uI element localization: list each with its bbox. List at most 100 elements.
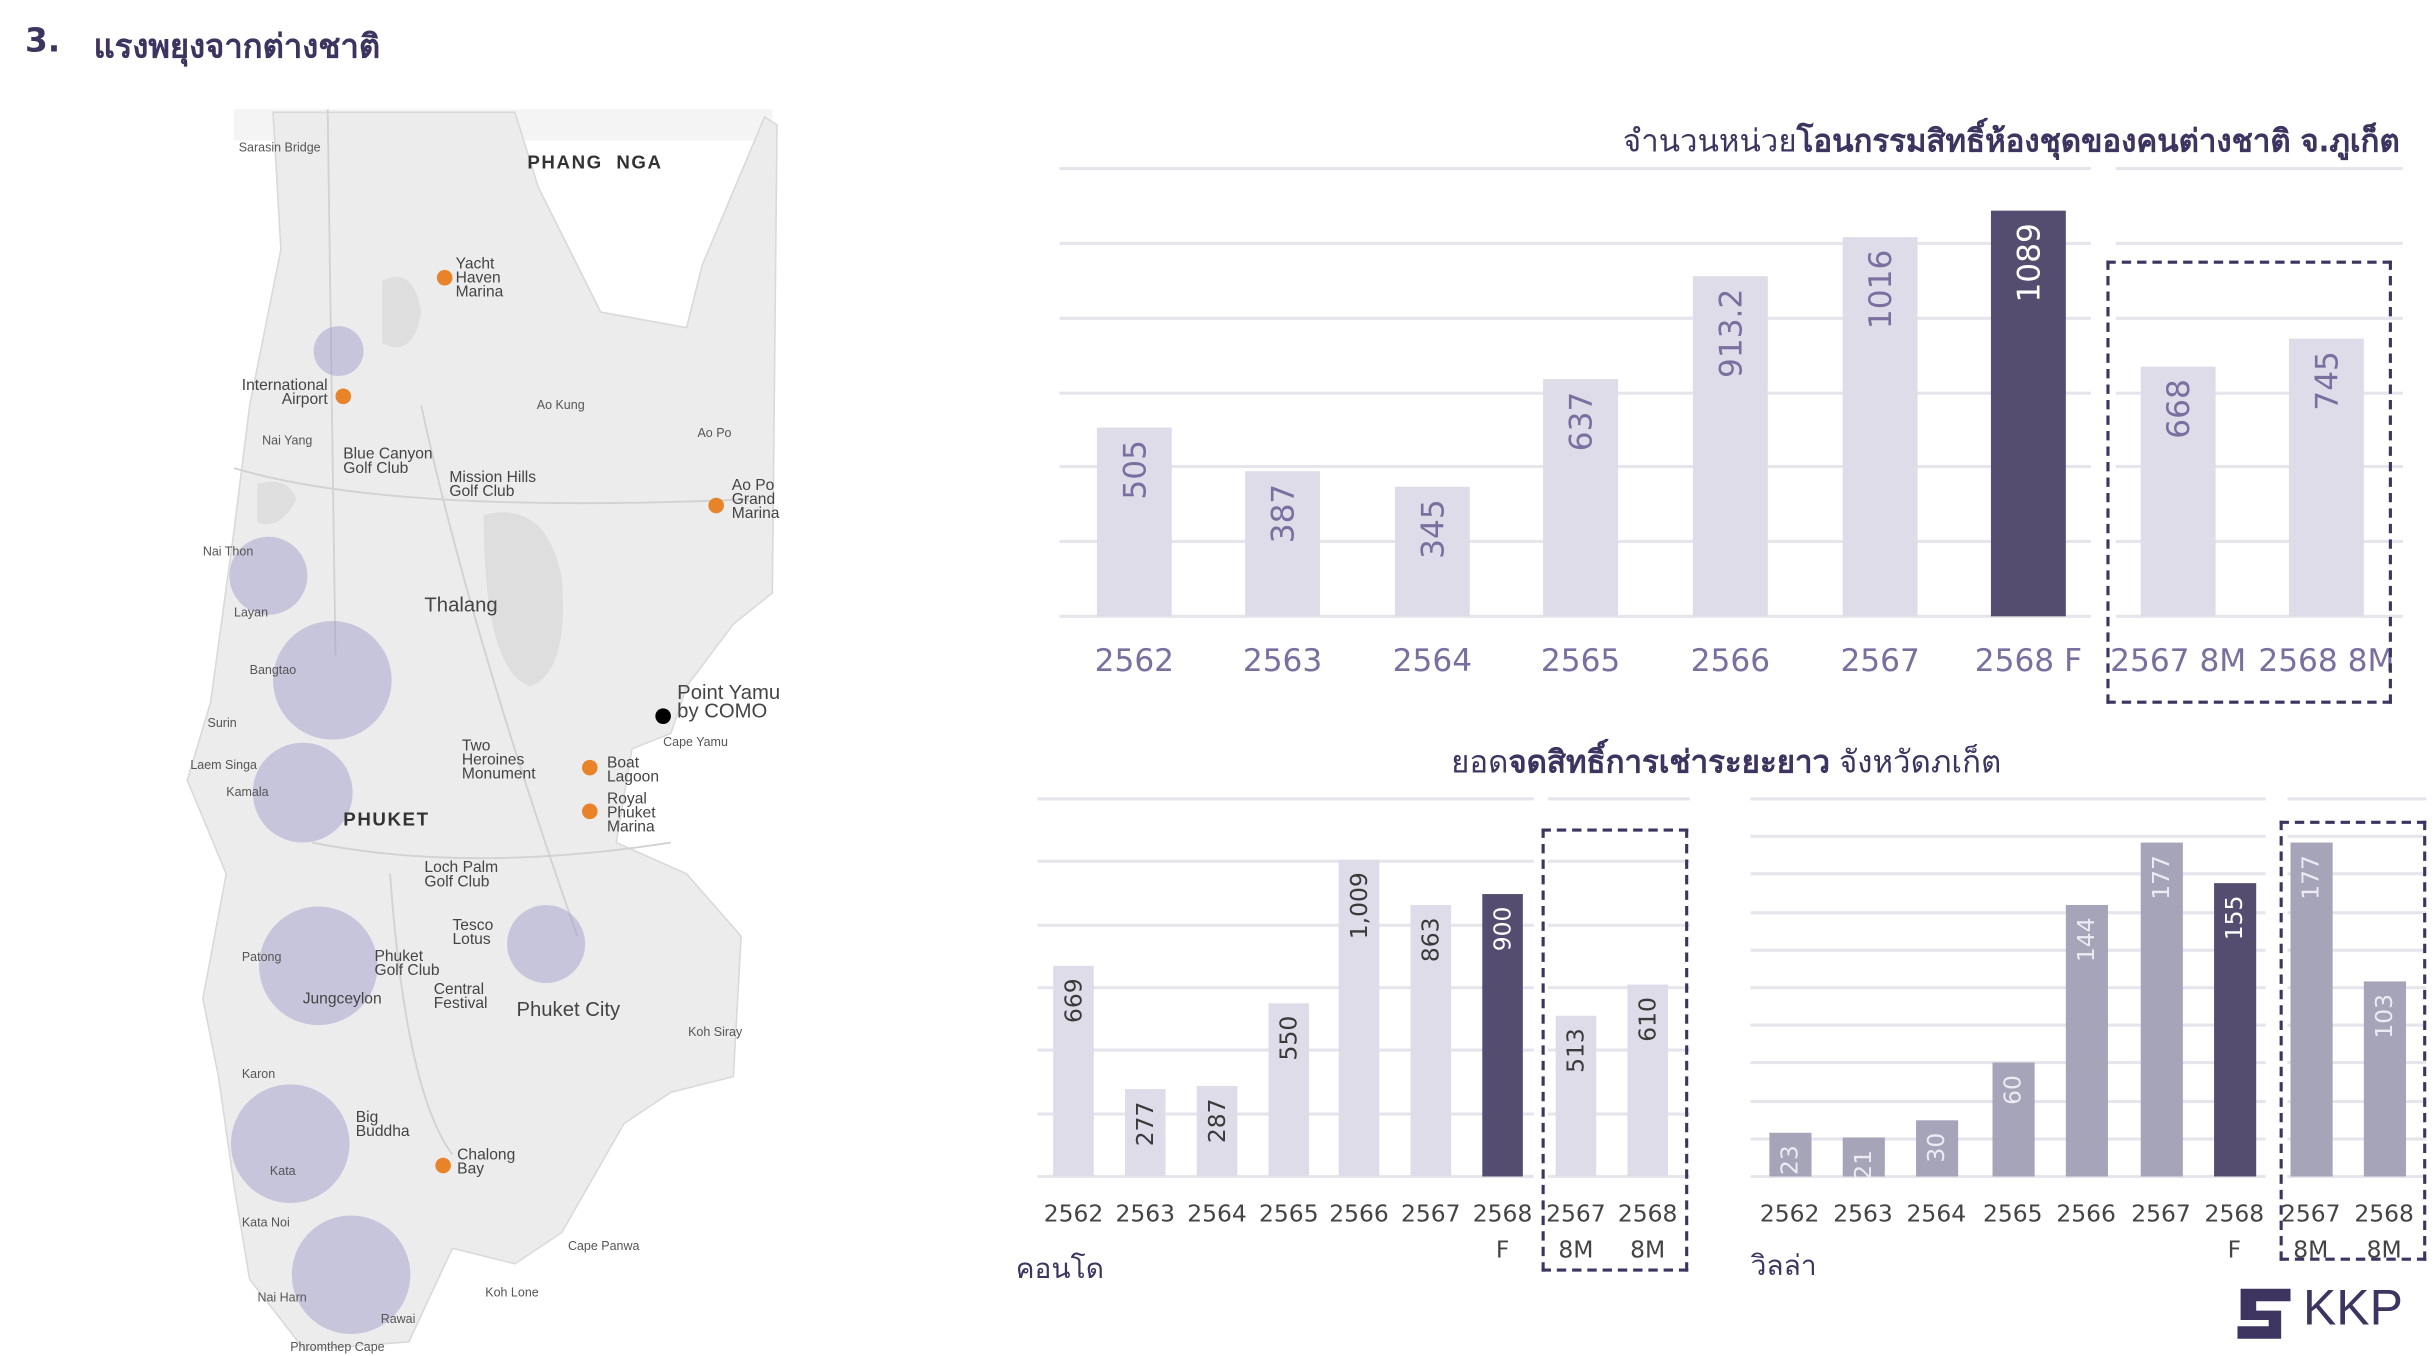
- marina-marker-icon: [436, 269, 453, 286]
- villa-subtitle: วิลล่า: [1750, 1249, 1817, 1283]
- gridline: [1059, 614, 2091, 618]
- gridline: [2115, 390, 2403, 394]
- map-label: Big Buddha: [355, 1109, 410, 1141]
- bar-2562: [1053, 965, 1094, 1177]
- bar-2565: [1268, 1003, 1310, 1177]
- bar-2564: [1915, 1119, 1958, 1177]
- bar-2564: [1394, 487, 1470, 617]
- x-tick-label: 2567 8M: [2281, 1199, 2341, 1264]
- map-label: Loch Palm Golf Club: [424, 859, 499, 891]
- bar-2565: [1991, 1063, 2034, 1177]
- chart1-title-normal: จำนวนหน่วย: [1622, 121, 1797, 160]
- map-label: PHUKET: [343, 808, 430, 831]
- gridline: [2115, 465, 2403, 469]
- map-label: Chalong Bay: [457, 1146, 516, 1179]
- gridline: [1750, 986, 2266, 990]
- data-label: 177: [2146, 854, 2176, 900]
- x-tick-label: 2565: [1982, 1199, 2043, 1228]
- kkp-logo-text: KKP: [2303, 1279, 2403, 1336]
- kkp-logo-mark-icon: [2237, 1288, 2291, 1339]
- bar-2564: [1196, 1086, 1238, 1177]
- bar-2565: [1543, 378, 1619, 617]
- gridline: [2115, 614, 2403, 618]
- data-label: 1016: [1861, 249, 1899, 330]
- map-label: Koh Siray: [688, 1025, 743, 1040]
- data-label: 913.2: [1711, 287, 1750, 378]
- bar-2568-F: [2213, 883, 2256, 1177]
- data-label: 900: [1488, 905, 1517, 951]
- data-label: 60: [1998, 1075, 2027, 1106]
- map-label: Laem Singa: [190, 758, 257, 773]
- bar-2563: [1841, 1136, 1885, 1177]
- bar-2566: [2065, 904, 2108, 1177]
- x-tick-label: 2565: [1540, 641, 1621, 679]
- hotel-marker-icon: [655, 708, 671, 724]
- bar-2567: [1410, 904, 1452, 1177]
- x-tick-label: 2567: [2131, 1199, 2191, 1228]
- map-label: International Airport: [241, 377, 328, 409]
- gridline: [2287, 1023, 2427, 1027]
- x-tick-label: 2564: [1187, 1199, 1247, 1228]
- gridline: [2115, 166, 2403, 171]
- gridline: [1037, 986, 1534, 990]
- x-tick-label: 2566: [1329, 1199, 1389, 1228]
- gridline: [2287, 948, 2427, 952]
- map-label: Rawai: [380, 1312, 416, 1327]
- section-title: แรงพยุงจากต่างชาติ: [93, 28, 381, 66]
- map-label: Patong: [241, 950, 282, 965]
- x-tick-label: 2564: [1906, 1199, 1967, 1228]
- gridline: [2287, 910, 2427, 914]
- highlight-area-circle: [273, 620, 392, 740]
- map-label: Layan: [234, 605, 269, 620]
- data-label: 155: [2220, 896, 2249, 941]
- gridline: [1750, 910, 2266, 914]
- data-label: 345: [1413, 500, 1452, 560]
- x-tick-label: 2567: [1840, 641, 1920, 679]
- gridline: [2115, 316, 2403, 320]
- bar-2567-8M: [1555, 1015, 1597, 1177]
- gridline: [2287, 1099, 2427, 1103]
- chart1-title: จำนวนหน่วยโอนกรรมสิทธิ์ห้องชุดของคนต่างช…: [1623, 115, 2400, 165]
- period-highlight-box: [2279, 820, 2427, 1261]
- map-label: Bangtao: [249, 663, 297, 678]
- gridline: [2287, 986, 2427, 990]
- gridline: [1059, 316, 2091, 320]
- bar-2563: [1124, 1089, 1166, 1177]
- gridline: [1547, 1111, 1690, 1116]
- map-label: Yacht Haven Marina: [455, 255, 504, 302]
- period-highlight-box: [1541, 828, 1689, 1272]
- x-tick-label: 2563: [1242, 641, 1323, 679]
- gridline: [2287, 797, 2427, 801]
- map-label: Cape Panwa: [567, 1238, 640, 1253]
- marina-marker-icon: [708, 497, 724, 514]
- map-label: Thalang: [424, 592, 498, 617]
- map-label: Central Festival: [433, 981, 488, 1013]
- highlight-area-circle: [229, 536, 308, 615]
- gridline: [1750, 1174, 2266, 1179]
- map-label: Cape Yamu: [663, 734, 728, 749]
- map-label: Surin: [207, 716, 237, 731]
- gridline: [2287, 1174, 2427, 1179]
- marina-marker-icon: [335, 388, 352, 405]
- x-tick-label: 2562: [1094, 641, 1175, 679]
- highlight-area-circle: [252, 742, 353, 843]
- x-tick-label: 2568 8M: [1617, 1199, 1678, 1264]
- data-label: 505: [1115, 440, 1154, 500]
- x-tick-label: 2567: [1401, 1199, 1461, 1228]
- gridline: [1059, 241, 2091, 245]
- gridline: [2115, 241, 2403, 245]
- x-tick-label: 2568 F: [1472, 1199, 1533, 1264]
- map-label: Kata: [269, 1163, 296, 1179]
- x-tick-label: 2567 8M: [1546, 1199, 1606, 1264]
- data-label: 863: [1416, 917, 1445, 963]
- data-label: 550: [1274, 1015, 1303, 1061]
- lease-title: ยอดจดสิทธิ์การเช่าระยะยาว จังหวัดภเก็ต: [1451, 736, 2001, 786]
- gridline: [2287, 835, 2427, 839]
- marina-marker-icon: [581, 803, 598, 820]
- map-label: Boat Lagoon: [606, 755, 660, 787]
- bar-2567-8M: [2140, 367, 2216, 617]
- data-label: 30: [1922, 1132, 1951, 1163]
- map-label: Ao Kung: [536, 397, 585, 412]
- bar-2567: [1842, 237, 1918, 617]
